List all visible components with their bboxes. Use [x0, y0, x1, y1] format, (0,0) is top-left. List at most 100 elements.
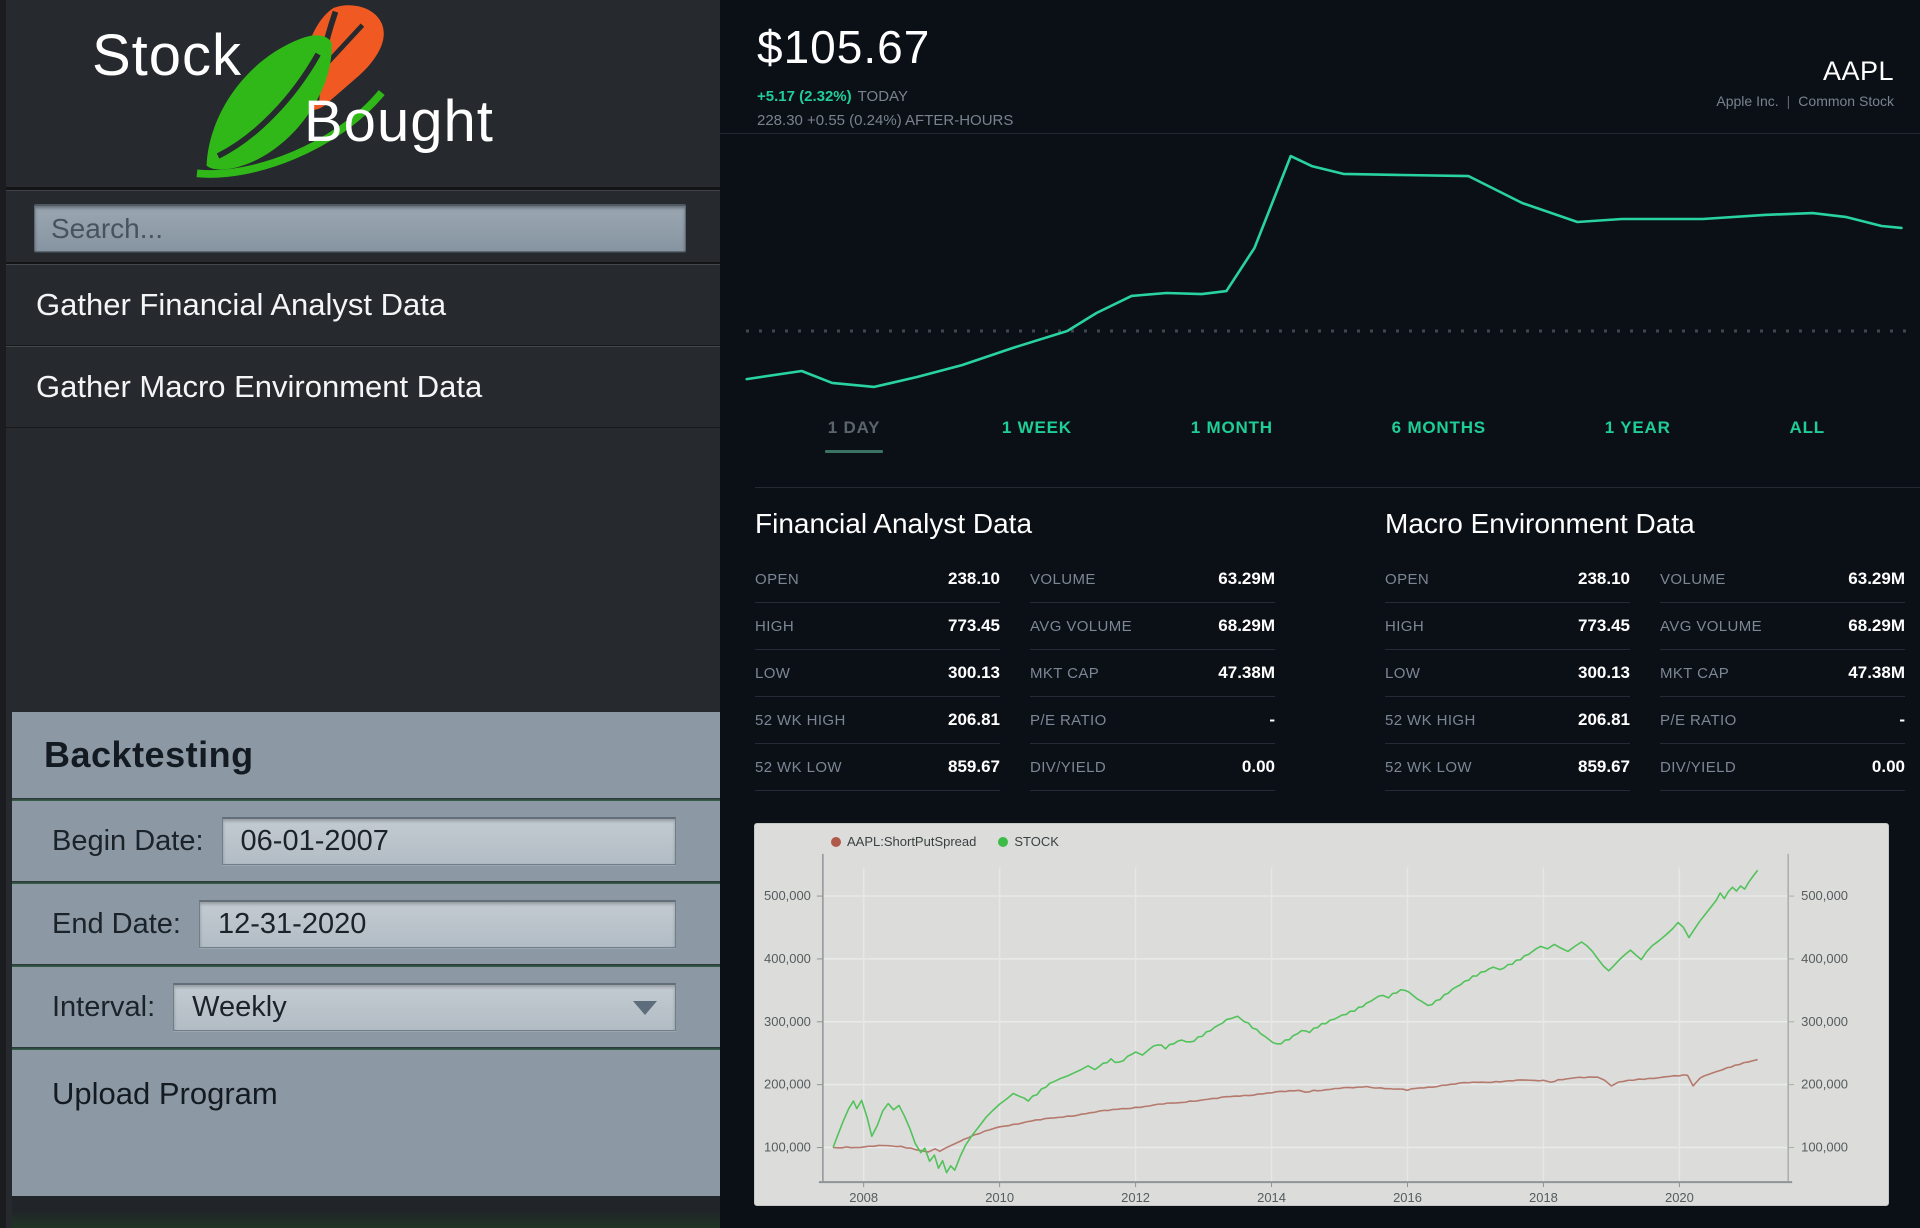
stat-row: LOW 300.13	[1385, 650, 1630, 697]
stat-label: LOW	[1385, 664, 1421, 682]
menu-item-label: Gather Macro Environment Data	[36, 369, 483, 404]
stat-label: AVG VOLUME	[1030, 617, 1133, 635]
stat-label: 52 WK LOW	[1385, 758, 1472, 776]
svg-text:100,000: 100,000	[1801, 1140, 1848, 1155]
range-tab-1-year[interactable]: 1 YEAR	[1605, 412, 1671, 438]
table-title: Financial Analyst Data	[755, 508, 1033, 539]
legend-dot-icon	[831, 836, 841, 847]
divider	[12, 1047, 720, 1050]
svg-text:400,000: 400,000	[764, 951, 811, 966]
begin-date-field[interactable]	[221, 817, 676, 865]
svg-text:300,000: 300,000	[1801, 1014, 1848, 1029]
stat-column: VOLUME 63.29M AVG VOLUME 68.29M MKT CAP 47.38…	[1030, 556, 1275, 791]
stat-value: 63.29M	[1218, 569, 1275, 588]
stat-value: 68.29M	[1848, 616, 1905, 635]
stat-value: 47.38M	[1218, 663, 1275, 682]
logo-text-stock: Stock	[92, 23, 243, 88]
svg-text:2008: 2008	[849, 1190, 878, 1205]
after-hours-change: 228.30 +0.55 (0.24%) AFTER-HOURS	[757, 112, 1014, 129]
sidebar-item-macro-environment-data[interactable]: Gather Macro Environment Data	[6, 346, 720, 428]
stat-value: 859.67	[1578, 757, 1630, 776]
stat-row: AVG VOLUME 68.29M	[1030, 603, 1275, 650]
logo-text-bought: Bought	[304, 89, 494, 154]
stat-label: HIGH	[755, 617, 795, 635]
stat-value: 0.00	[1871, 757, 1905, 776]
stat-value: 773.45	[1578, 616, 1630, 635]
stat-label: P/E RATIO	[1030, 711, 1107, 729]
stat-value: 859.67	[948, 757, 1000, 776]
end-date-field[interactable]	[198, 900, 676, 948]
stat-value: -	[1269, 710, 1275, 729]
range-tab-label: ALL	[1789, 418, 1825, 437]
range-tab-label: 1 WEEK	[1001, 418, 1072, 437]
interval-selected-value: Weekly	[192, 991, 287, 1023]
stat-row: 52 WK LOW 859.67	[755, 744, 1000, 791]
range-tab-6-months[interactable]: 6 MONTHS	[1392, 412, 1486, 438]
backtest-legend: AAPL:ShortPutSpread STOCK	[831, 834, 1059, 849]
range-tab-all[interactable]: ALL	[1790, 412, 1825, 438]
stat-value: 300.13	[948, 663, 1000, 682]
today-change: +5.17 (2.32%) TODAY	[757, 88, 1013, 105]
stat-row: MKT CAP 47.38M	[1660, 650, 1905, 697]
menu-item-label: Gather Financial Analyst Data	[36, 287, 447, 322]
backtesting-panel: Backtesting Begin Date: End Date: Interv…	[12, 712, 720, 1196]
divider	[720, 133, 1920, 134]
upload-program-label: Upload Program	[52, 1076, 278, 1111]
stat-value: 0.00	[1241, 757, 1275, 776]
sidebar-item-financial-analyst-data[interactable]: Gather Financial Analyst Data	[6, 264, 720, 346]
stat-value: 206.81	[1578, 710, 1630, 729]
end-date-row: End Date:	[12, 884, 720, 964]
stat-row: VOLUME 63.29M	[1660, 556, 1905, 603]
price-line-chart[interactable]	[742, 138, 1912, 408]
search-input[interactable]	[34, 204, 686, 252]
stat-label: AVG VOLUME	[1660, 617, 1763, 635]
stat-value: 68.29M	[1218, 616, 1275, 635]
interval-row: Interval: Weekly	[12, 967, 720, 1047]
backtest-chart[interactable]: 100,000 100,000 200,000 200,000 300,000 300,0…	[754, 823, 1889, 1206]
stat-row: 52 WK HIGH 206.81	[755, 697, 1000, 744]
stat-label: DIV/YIELD	[1030, 758, 1107, 776]
stat-row: OPEN 238.10	[755, 556, 1000, 603]
company-info: Apple Inc. | Common Stock	[1716, 93, 1894, 109]
stat-label: 52 WK HIGH	[1385, 711, 1476, 729]
svg-text:2016: 2016	[1393, 1190, 1422, 1205]
range-tab-1-day[interactable]: 1 DAY	[825, 412, 883, 453]
stat-row: OPEN 238.10	[1385, 556, 1630, 603]
upload-program-button[interactable]: Upload Program	[12, 1050, 720, 1138]
interval-dropdown[interactable]: Weekly	[173, 983, 676, 1031]
stat-value: 300.13	[1578, 663, 1630, 682]
svg-text:300,000: 300,000	[764, 1014, 811, 1029]
stat-row: AVG VOLUME 68.29M	[1660, 603, 1905, 650]
divider	[12, 881, 720, 884]
begin-date-row: Begin Date:	[12, 801, 720, 881]
selected-tab-underline	[825, 450, 883, 453]
stat-label: LOW	[755, 664, 791, 682]
stat-row: DIV/YIELD 0.00	[1660, 744, 1905, 791]
backtesting-title: Backtesting	[44, 734, 254, 775]
stat-label: 52 WK HIGH	[755, 711, 846, 729]
logo[interactable]: Stock Bought	[6, 0, 720, 190]
symbol-header: AAPL Apple Inc. | Common Stock	[1716, 56, 1894, 109]
stat-row: MKT CAP 47.38M	[1030, 650, 1275, 697]
main-content: $105.67 +5.17 (2.32%) TODAY 228.30 +0.55 …	[720, 0, 1920, 1228]
svg-text:100,000: 100,000	[764, 1140, 811, 1155]
stat-row: LOW 300.13	[755, 650, 1000, 697]
price-chart-canvas	[745, 154, 1908, 389]
begin-date-label: Begin Date:	[52, 824, 204, 857]
stat-row: HIGH 773.45	[1385, 603, 1630, 650]
range-tab-1-week[interactable]: 1 WEEK	[1002, 412, 1072, 438]
today-change-value: +5.17 (2.32%)	[757, 88, 852, 105]
legend-label: STOCK	[1014, 834, 1059, 849]
price-header: $105.67 +5.17 (2.32%) TODAY 228.30 +0.55 …	[757, 20, 1013, 129]
stat-value: -	[1899, 710, 1905, 729]
range-tab-1-month[interactable]: 1 MONTH	[1191, 412, 1273, 438]
stat-label: VOLUME	[1660, 570, 1726, 588]
range-tab-label: 1 YEAR	[1604, 418, 1671, 437]
table-title: Macro Environment Data	[1385, 508, 1695, 539]
legend-item-stock: STOCK	[998, 834, 1059, 849]
stat-row: P/E RATIO -	[1030, 697, 1275, 744]
stat-column: OPEN 238.10 HIGH 773.45 LOW 300.13 52 WK HIGH 2…	[755, 556, 1000, 791]
separator: |	[1786, 93, 1791, 109]
range-tab-label: 6 MONTHS	[1391, 418, 1486, 437]
